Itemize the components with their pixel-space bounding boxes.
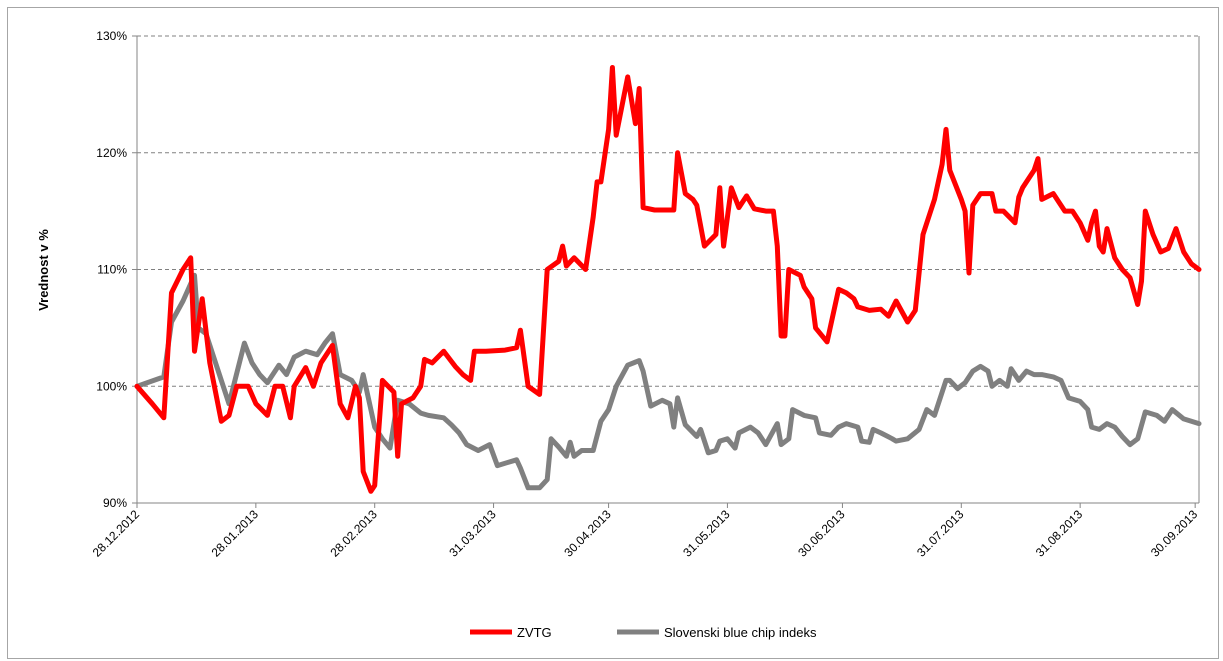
y-axis-label: Vrednost v %: [36, 229, 51, 311]
y-ticks: 90% 100% 110% 120% 130%: [96, 29, 137, 510]
series-line-zvtg: [134, 65, 1202, 494]
legend-label: Slovenski blue chip indeks: [664, 625, 817, 640]
y-tick-label: 120%: [96, 146, 127, 160]
x-tick-label: 30.04.2013: [561, 507, 614, 560]
legend-label: ZVTG: [517, 625, 552, 640]
series-line-slovenski-blue-chip-indeks: [134, 272, 1202, 491]
x-tick-label: 31.08.2013: [1033, 507, 1086, 560]
legend: ZVTG Slovenski blue chip indeks: [470, 625, 817, 640]
y-tick-label: 90%: [103, 496, 127, 510]
x-tick-label: 28.12.2012: [90, 507, 143, 560]
series-lines: [134, 65, 1202, 494]
x-tick-label: 30.06.2013: [795, 507, 848, 560]
x-tick-label: 31.03.2013: [446, 507, 499, 560]
x-ticks: 28.12.2012 28.01.2013 28.02.2013 31.03.2013…: [90, 503, 1201, 560]
axes: [136, 36, 1200, 504]
y-tick-label: 100%: [96, 379, 127, 393]
x-tick-label: 31.05.2013: [680, 507, 733, 560]
x-tick-label: 28.02.2013: [327, 507, 380, 560]
x-tick-label: 30.09.2013: [1148, 507, 1201, 560]
y-tick-label: 130%: [96, 29, 127, 43]
y-tick-label: 110%: [97, 263, 127, 277]
x-tick-label: 28.01.2013: [209, 507, 262, 560]
x-tick-label: 31.07.2013: [914, 507, 967, 560]
